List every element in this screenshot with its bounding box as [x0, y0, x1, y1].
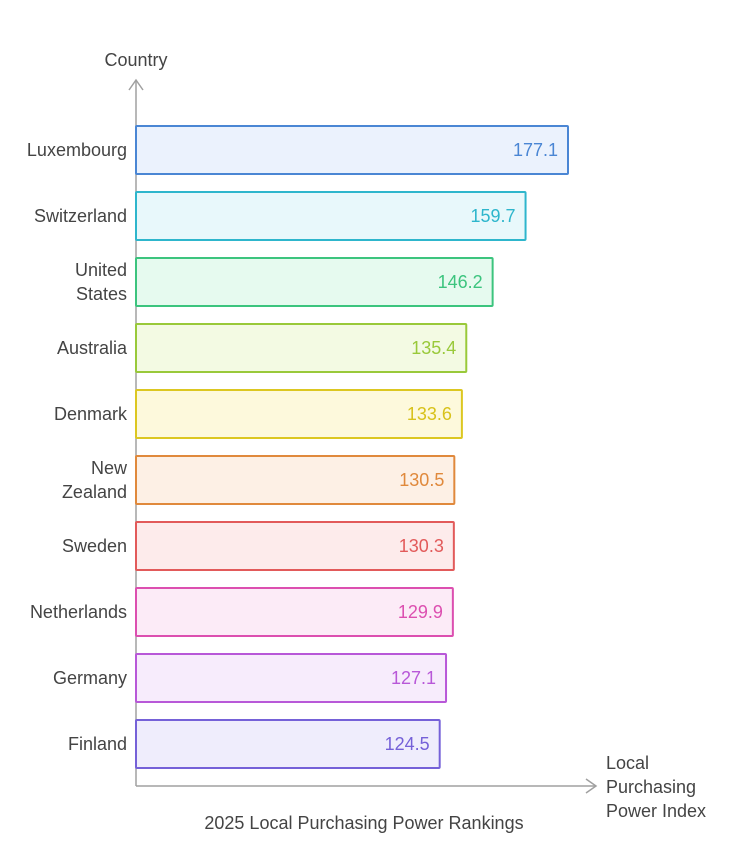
category-label: Denmark — [54, 404, 128, 424]
bars-group: 177.1 Luxembourg 159.7 Switzerland 146.2 Unit… — [27, 125, 569, 769]
bar — [135, 455, 456, 505]
category-label-line: Australia — [57, 338, 128, 358]
category-label-line: Zealand — [62, 482, 127, 502]
bar — [135, 653, 448, 703]
bar — [135, 191, 527, 241]
bar-value-label: 130.3 — [399, 536, 444, 556]
chart-title: 2025 Local Purchasing Power Rankings — [204, 813, 523, 833]
category-label-line: Sweden — [62, 536, 127, 556]
bar — [135, 323, 468, 373]
category-label-line: Germany — [53, 668, 127, 688]
y-axis-arrow — [128, 78, 144, 91]
y-axis-title: Country — [104, 50, 167, 70]
bar-value-label: 133.6 — [407, 404, 452, 424]
category-label-line: New — [91, 458, 128, 478]
x-axis-arrow — [585, 778, 598, 794]
category-label-line: Netherlands — [30, 602, 127, 622]
bar-value-label: 124.5 — [385, 734, 430, 754]
x-axis-title: Local Purchasing Power Index — [606, 753, 706, 821]
category-label-line: States — [76, 284, 127, 304]
x-axis-title-line: Purchasing — [606, 777, 696, 797]
bar-value-label: 159.7 — [471, 206, 516, 226]
bar-value-label: 130.5 — [399, 470, 444, 490]
category-label: Finland — [68, 734, 127, 754]
category-label: United States — [75, 260, 127, 304]
bar-value-label: 177.1 — [513, 140, 558, 160]
bar — [135, 125, 569, 175]
bar-value-label: 127.1 — [391, 668, 436, 688]
category-label-line: Finland — [68, 734, 127, 754]
bar — [135, 587, 454, 637]
bar-value-label: 129.9 — [398, 602, 443, 622]
bar-value-label: 146.2 — [438, 272, 483, 292]
bar — [135, 521, 455, 571]
category-label: Netherlands — [30, 602, 127, 622]
category-label-line: Denmark — [54, 404, 128, 424]
category-label: Australia — [57, 338, 128, 358]
bar — [135, 719, 441, 769]
category-label: New Zealand — [62, 458, 128, 502]
bar-value-label: 135.4 — [411, 338, 456, 358]
category-label: Sweden — [62, 536, 127, 556]
category-label-line: Luxembourg — [27, 140, 127, 160]
category-label-line: United — [75, 260, 127, 280]
x-axis-title-line: Power Index — [606, 801, 706, 821]
x-axis-title-line: Local — [606, 753, 649, 773]
category-label: Germany — [53, 668, 127, 688]
bar — [135, 389, 463, 439]
bar — [135, 257, 494, 307]
category-label: Switzerland — [34, 206, 127, 226]
category-label: Luxembourg — [27, 140, 127, 160]
category-label-line: Switzerland — [34, 206, 127, 226]
